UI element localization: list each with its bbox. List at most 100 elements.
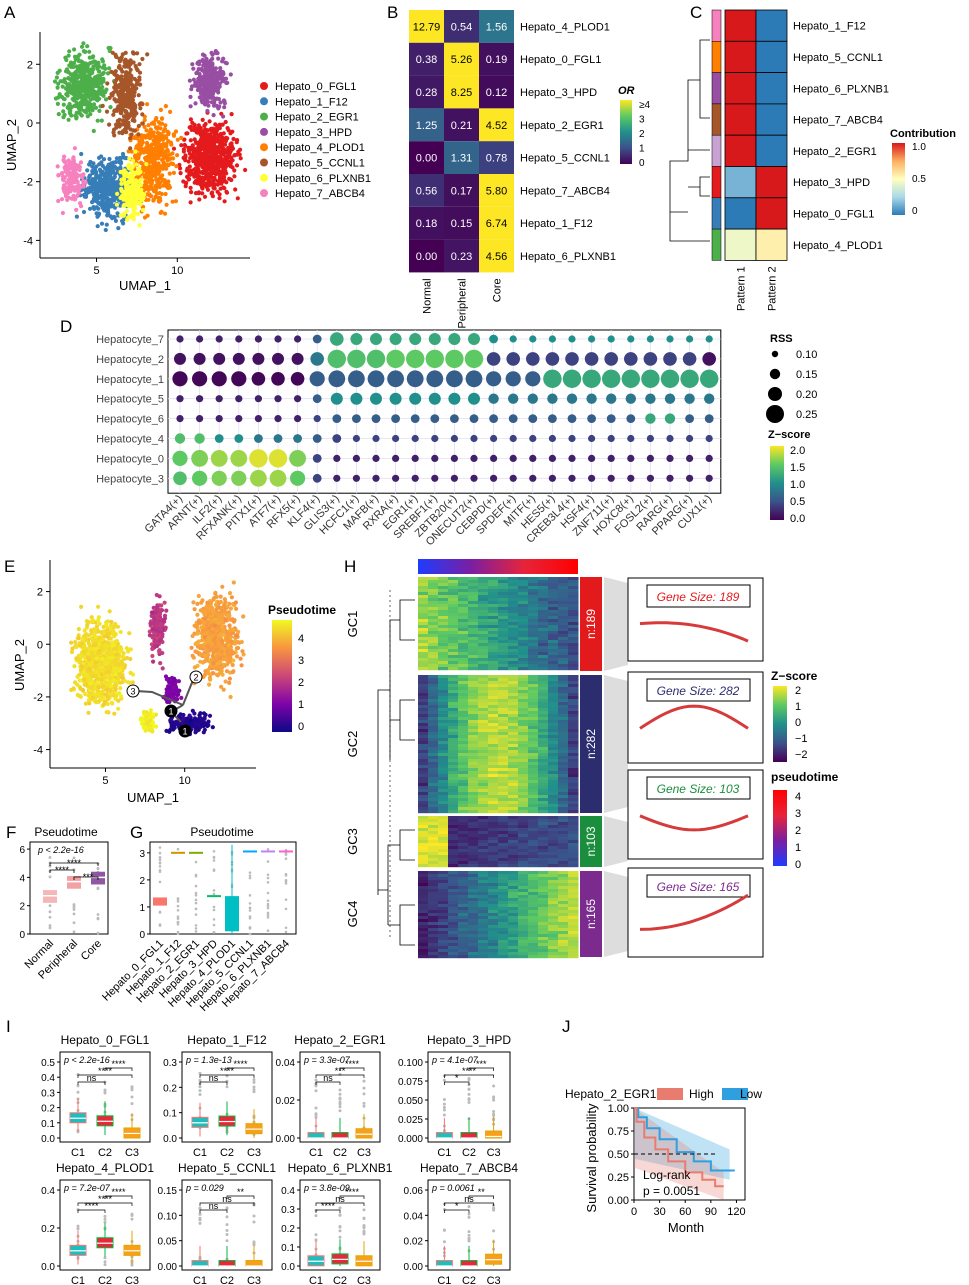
pseudotime-point: [130, 680, 135, 685]
pseudotime-point: [82, 628, 87, 633]
umap-point: [136, 123, 141, 129]
legend-label: Hepato_0_FGL1: [275, 81, 356, 93]
umap-point: [161, 160, 166, 165]
umap-point: [179, 135, 184, 140]
cell-value: 4.56: [486, 251, 507, 263]
umap-point: [142, 133, 147, 138]
rss-dot: [705, 474, 713, 482]
pseudotime-point: [90, 618, 96, 623]
legend-label: Hepato_3_HPD: [275, 127, 352, 139]
row-label: Hepato_0_FGL1: [793, 208, 874, 220]
umap-point: [105, 81, 110, 86]
umap-point: [122, 60, 127, 65]
umap-point: [164, 166, 169, 171]
umap-point: [211, 95, 216, 100]
rss-dot: [548, 454, 557, 462]
pseudotime-point: [128, 647, 133, 652]
legend-label: Hepato_4_PLOD1: [275, 142, 365, 154]
rss-dot: [215, 415, 223, 423]
rss-dot: [568, 474, 576, 482]
umap-point: [88, 97, 93, 102]
umap-point: [188, 104, 193, 109]
umap-point: [169, 142, 174, 147]
umap-point: [115, 74, 120, 79]
umap-point: [146, 187, 151, 192]
umap-point: [210, 190, 215, 195]
pseudotime-point: [118, 694, 124, 699]
rss-dot: [470, 454, 478, 462]
rss-dot: [312, 334, 322, 344]
row-label: Hepatocyte_5: [96, 394, 164, 406]
pseudotime-point: [153, 610, 159, 615]
legend-dot: [260, 112, 268, 121]
umap-point: [99, 160, 104, 165]
umap-point: [221, 78, 226, 83]
row-label: Hepatocyte_1: [96, 374, 164, 386]
umap-point: [205, 65, 210, 70]
pseudotime-point: [191, 600, 196, 605]
zscore-colorbar: [770, 446, 784, 520]
umap-point: [212, 132, 217, 137]
rss-dot: [562, 369, 582, 388]
umap-point: [119, 55, 124, 60]
umap-point: [182, 142, 187, 148]
umap-point: [64, 57, 69, 63]
pseudotime-point: [190, 653, 195, 658]
row-annotation: [711, 9, 722, 42]
umap-point: [195, 152, 200, 158]
umap-point: [122, 177, 127, 182]
cell-value: 5.80: [486, 185, 507, 197]
pseudotime-point: [93, 664, 98, 669]
panel-c-contribution-heatmap: CHepato_1_F12Hepato_5_CCNL1Hepato_6_PLXN…: [669, 3, 956, 311]
umap-point: [194, 126, 199, 131]
pseudotime-point: [74, 656, 79, 661]
rss-dot: [387, 370, 404, 388]
pseudotime-point: [111, 625, 116, 630]
umap-point: [99, 221, 105, 226]
umap-point: [124, 209, 130, 214]
legend-dot: [260, 127, 268, 136]
umap-point: [165, 158, 170, 163]
pseudotime-point: [111, 669, 116, 674]
umap-point: [87, 206, 93, 211]
umap-point: [222, 98, 227, 104]
rss-dot: [509, 474, 517, 482]
umap-point: [118, 165, 123, 170]
umap-point: [77, 74, 82, 79]
rss-dot: [251, 372, 266, 386]
pseudotime-point: [151, 659, 156, 664]
umap-point: [160, 166, 166, 171]
umap-point: [212, 185, 217, 191]
rss-dot: [269, 469, 287, 487]
umap-point: [65, 197, 70, 202]
contribution-cell: [724, 197, 757, 230]
umap-point: [99, 81, 104, 86]
row-label: Hepato_2_EGR1: [520, 120, 604, 132]
pseudotime-point: [196, 593, 201, 599]
umap-point: [204, 156, 210, 161]
pseudotime-point: [227, 591, 233, 596]
pseudotime-point: [122, 678, 127, 683]
legend-tick: 1.5: [790, 462, 805, 474]
pseudotime-point: [158, 621, 163, 627]
rss-dot: [488, 393, 499, 404]
rss-dot: [567, 414, 577, 423]
contribution-cell: [724, 103, 757, 136]
umap-point: [205, 60, 210, 65]
pseudotime-point: [157, 614, 163, 620]
panel-d-rss-dotplot: DHepatocyte_7Hepatocyte_2Hepatocyte_1Hep…: [60, 317, 817, 548]
umap-point: [79, 151, 84, 157]
umap-point: [91, 54, 96, 59]
umap-point: [188, 138, 193, 143]
rss-dot: [367, 370, 385, 388]
legend-tick: 2: [639, 129, 645, 140]
rss-dot: [604, 352, 618, 366]
umap-point: [56, 95, 61, 100]
contribution-cell: [755, 228, 788, 261]
umap-point: [195, 79, 200, 85]
umap-point: [204, 176, 209, 181]
rss-dot: [705, 335, 713, 343]
umap-point: [74, 207, 79, 212]
umap-point: [95, 75, 100, 80]
umap-point: [105, 203, 110, 208]
